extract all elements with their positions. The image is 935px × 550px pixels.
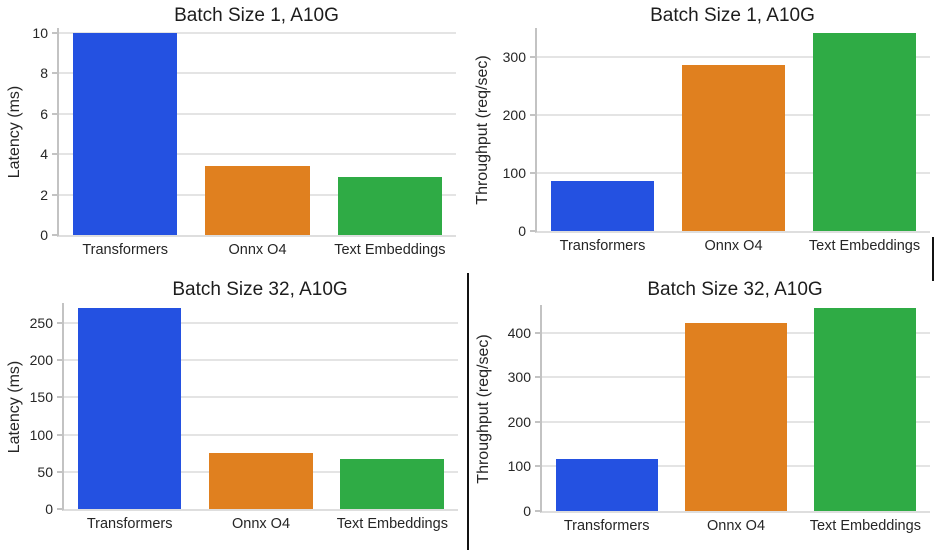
chart-title: Batch Size 32, A10G: [172, 279, 348, 300]
y-tick-mark: [530, 172, 537, 174]
y-tick-mark: [535, 465, 542, 468]
y-tick-mark: [535, 331, 542, 334]
plot-area: 0 100 200 300 400 Transformers Onnx O4 Text Emb…: [508, 305, 930, 534]
y-axis-label: Latency (ms): [6, 85, 23, 179]
gridline: [64, 359, 458, 362]
y-tick-mark: [52, 234, 59, 236]
bar-transformers: [550, 181, 655, 231]
y-tick-mark: [535, 510, 542, 512]
y-tick-mark: [57, 508, 64, 510]
y-tick-mark: [57, 322, 64, 325]
y-tick-mark: [530, 114, 537, 116]
y-tick-label: 200: [507, 413, 531, 430]
y-tick-mark: [57, 433, 64, 436]
x-tick-label: Onnx O4: [706, 518, 766, 534]
y-axis-label: Throughput (req/sec): [475, 334, 492, 484]
y-tick-mark: [52, 153, 59, 156]
y-tick-label: 10: [32, 25, 48, 42]
y-tick-label: 100: [507, 458, 531, 475]
y-tick-label: 8: [40, 65, 48, 82]
bar-text-embeddings: [814, 308, 917, 511]
y-tick-mark: [535, 420, 542, 423]
gridline: [59, 153, 456, 156]
y-tick-mark: [530, 230, 537, 232]
bar-onnx-o4: [684, 322, 787, 511]
divider-vertical-line: [467, 273, 469, 550]
x-tick-label: Text Embeddings: [334, 242, 446, 258]
y-tick-label: 200: [502, 107, 526, 123]
gridline: [59, 32, 456, 35]
y-tick-label: 0: [518, 223, 526, 239]
chart-throughput-batch1: Batch Size 1, A10G Throughput (req/sec) …: [467, 0, 935, 270]
gridline: [537, 56, 930, 58]
bar-onnx-o4: [205, 166, 310, 235]
plot-area: 0 100 200 300 Transformers Onnx O4 Text Embedd…: [503, 28, 930, 254]
plot-area: 0 50 100 150 200 250 Transformers Onnx O4 Text E…: [30, 303, 458, 532]
y-tick-label: 2: [40, 186, 48, 203]
y-tick-label: 300: [502, 49, 526, 65]
bar-transformers: [77, 308, 182, 509]
y-tick-mark: [52, 193, 59, 196]
y-tick-label: 50: [37, 463, 53, 480]
x-tick-label: Transformers: [563, 518, 650, 534]
chart-title: Batch Size 1, A10G: [174, 5, 339, 26]
x-tick-label: Onnx O4: [231, 516, 291, 532]
y-tick-label: 100: [502, 165, 526, 181]
y-tick-label: 400: [507, 324, 531, 341]
x-tick-label: Transformers: [559, 238, 646, 254]
chart-latency-batch1: Batch Size 1, A10G Latency (ms) 0 2 4 6 8 10 T…: [0, 0, 467, 270]
bar-text-embeddings: [337, 177, 442, 235]
y-tick-label: 300: [507, 369, 531, 386]
y-axis-label: Throughput (req/sec): [474, 55, 491, 205]
gridline: [64, 433, 458, 436]
gridline: [64, 396, 458, 399]
right-edge-line-fragment: [932, 237, 934, 281]
y-tick-label: 200: [29, 352, 53, 369]
bar-text-embeddings: [340, 459, 445, 509]
y-tick-label: 0: [523, 503, 531, 519]
x-tick-label: Transformers: [82, 242, 168, 258]
chart-latency-batch32: Batch Size 32, A10G Latency (ms) 0 50 100 1…: [0, 270, 467, 550]
y-tick-label: 6: [40, 105, 48, 122]
y-tick-mark: [530, 56, 537, 58]
y-tick-label: 250: [29, 315, 53, 332]
y-axis-label: Latency (ms): [6, 360, 23, 454]
bar-onnx-o4: [681, 64, 786, 231]
gridline: [64, 322, 458, 325]
bar-transformers: [72, 33, 178, 235]
gridline: [59, 112, 456, 115]
y-tick-mark: [57, 396, 64, 399]
y-tick-mark: [535, 376, 542, 379]
y-tick-label: 0: [45, 501, 53, 517]
bar-onnx-o4: [209, 453, 313, 509]
x-tick-label: Transformers: [86, 516, 173, 532]
y-tick-mark: [52, 72, 59, 75]
plot-area: 0 2 4 6 8 10 Transformers Onnx O4 Text Embedding…: [32, 26, 456, 258]
x-tick-label: Text Embeddings: [336, 516, 448, 532]
gridline: [59, 72, 456, 75]
x-tick-label: Onnx O4: [228, 242, 287, 258]
x-tick-label: Text Embeddings: [809, 518, 921, 534]
bar-transformers: [555, 459, 658, 511]
x-tick-label: Text Embeddings: [808, 238, 921, 254]
y-tick-mark: [57, 359, 64, 362]
chart-title: Batch Size 1, A10G: [650, 5, 815, 26]
bar-text-embeddings: [812, 32, 917, 231]
y-tick-label: 0: [40, 227, 48, 243]
y-tick-label: 100: [29, 426, 53, 443]
chart-throughput-batch32: Batch Size 32, A10G Throughput (req/sec)…: [467, 270, 935, 550]
y-tick-label: 150: [29, 389, 53, 406]
y-tick-mark: [52, 112, 59, 115]
chart-title: Batch Size 32, A10G: [647, 279, 823, 300]
x-tick-label: Onnx O4: [704, 238, 763, 254]
y-tick-label: 4: [40, 146, 48, 163]
y-tick-mark: [52, 32, 59, 35]
y-tick-mark: [57, 470, 64, 473]
